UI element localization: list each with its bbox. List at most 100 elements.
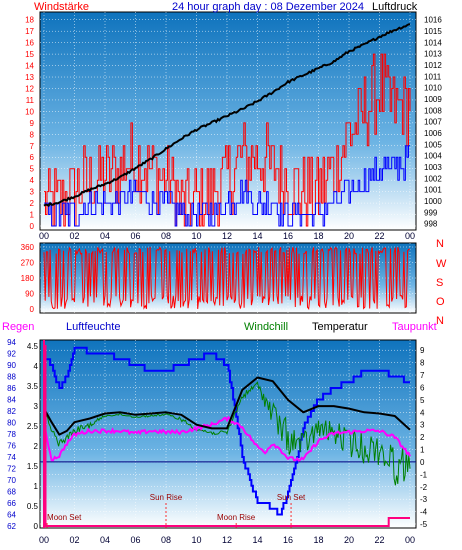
temp-y-tick-label: -3 [420, 495, 428, 504]
temp-x-tick-label: 22 [374, 535, 384, 545]
dewpoint-line [43, 415, 411, 462]
chart-title: 24 hour graph day : 08 Dezember 2024 [172, 1, 364, 13]
annotation-label: Sun Rise [150, 493, 183, 502]
humidity-y-tick-label: 78 [7, 430, 16, 439]
annotation-label: Moon Rise [217, 513, 256, 522]
direction-compass-label: N [436, 238, 444, 250]
humidity-y-tick-label: 80 [7, 419, 16, 428]
rain-y-tick-label: 4.5 [27, 342, 39, 351]
wind-x-tick-label: 12 [222, 231, 232, 241]
humidity-y-tick-label: 88 [7, 373, 16, 382]
pressure-y-tick-label: 1014 [424, 38, 442, 47]
pressure-label: Luftdruck [372, 1, 418, 13]
wind-y-tick-label: 12 [25, 84, 34, 93]
humidity-y-tick-label: 62 [7, 522, 16, 531]
wind-y-tick-label: 17 [25, 27, 34, 36]
wind-y-tick-label: 7 [30, 142, 35, 151]
temp-x-tick-label: 20 [344, 535, 354, 545]
pressure-y-tick-label: 1016 [424, 16, 442, 25]
wind-x-tick-label: 20 [344, 231, 354, 241]
annotation-label: Sun Set [277, 493, 306, 502]
wind-x-tick-label: 14 [252, 231, 262, 241]
direction-y-tick-label: 360 [21, 243, 35, 252]
temp-x-tick-label: 14 [252, 535, 262, 545]
rain-y-tick-label: 3.5 [27, 382, 39, 391]
humidity-y-tick-label: 74 [7, 453, 16, 462]
direction-compass-label: O [436, 296, 445, 308]
humidity-y-tick-label: 72 [7, 465, 16, 474]
pressure-y-tick-label: 1011 [424, 72, 442, 81]
wind-y-tick-label: 8 [30, 130, 35, 139]
pressure-line [43, 23, 411, 207]
temp-y-tick-label: 5 [420, 396, 425, 405]
humidity-y-tick-label: 64 [7, 511, 16, 520]
wind-y-tick-label: 15 [25, 50, 34, 59]
wind-x-tick-label: 00 [405, 231, 415, 241]
temp-y-tick-label: 4 [420, 408, 425, 417]
wind-x-tick-label: 02 [69, 231, 79, 241]
pressure-y-tick-label: 1002 [424, 174, 442, 183]
wind-y-tick-label: 1 [30, 211, 35, 220]
rain-y-tick-label: 0 [34, 522, 39, 531]
humidity-y-tick-label: 94 [7, 338, 16, 347]
dewpoint-label: Taupunkt [392, 321, 437, 333]
wind-gust-line [44, 53, 411, 227]
temp-x-tick-label: 16 [283, 535, 293, 545]
humidity-y-tick-label: 66 [7, 499, 16, 508]
temp-y-tick-label: -4 [420, 508, 428, 517]
wind-x-tick-label: 10 [191, 231, 201, 241]
wind-x-tick-label: 00 [39, 231, 49, 241]
wind-x-tick-label: 18 [313, 231, 323, 241]
wind-y-tick-label: 4 [30, 176, 35, 185]
wind-y-tick-label: 5 [30, 165, 35, 174]
temp-y-tick-label: 6 [420, 383, 425, 392]
pressure-y-tick-label: 1006 [424, 129, 442, 138]
direction-y-tick-label: 0 [30, 305, 35, 314]
temp-y-tick-label: -2 [420, 483, 428, 492]
temp-y-tick-label: -5 [420, 520, 428, 529]
humidity-line [44, 346, 410, 516]
rain-y-tick-label: 0.5 [27, 502, 39, 511]
wind-y-tick-label: 11 [26, 96, 35, 105]
rain-y-tick-label: 1.5 [27, 462, 39, 471]
wind-strength-label: Windstärke [34, 1, 89, 13]
rain-y-tick-label: 2 [34, 442, 39, 451]
wind-y-tick-label: 16 [25, 39, 34, 48]
pressure-y-tick-label: 1001 [424, 186, 442, 195]
pressure-y-tick-label: 1015 [424, 27, 442, 36]
temp-x-tick-label: 18 [313, 535, 323, 545]
wind-y-tick-label: 13 [25, 73, 34, 82]
windchill-label: Windchill [244, 321, 288, 333]
temp-x-tick-label: 06 [130, 535, 140, 545]
pressure-y-tick-label: 1008 [424, 106, 442, 115]
pressure-y-tick-label: 999 [424, 208, 438, 217]
direction-y-tick-label: 90 [25, 290, 34, 299]
temp-x-tick-label: 00 [39, 535, 49, 545]
pressure-y-tick-label: 1007 [424, 118, 442, 127]
rain-y-tick-label: 2.5 [27, 422, 39, 431]
humidity-y-tick-label: 68 [7, 488, 16, 497]
tick-labels: 0123456789101112131415161718998999100010… [7, 16, 447, 545]
temp-y-tick-label: 8 [420, 359, 425, 368]
temp-x-tick-label: 04 [100, 535, 110, 545]
pressure-y-tick-label: 1010 [424, 84, 442, 93]
direction-compass-label: N [436, 315, 444, 327]
direction-y-tick-label: 180 [21, 274, 35, 283]
annotation-label: Moon Set [47, 513, 82, 522]
temp-y-tick-label: 7 [420, 371, 425, 380]
wind-y-tick-label: 3 [30, 188, 35, 197]
humidity-y-tick-label: 82 [7, 407, 16, 416]
pressure-y-tick-label: 1009 [424, 95, 442, 104]
wind-x-tick-label: 06 [130, 231, 140, 241]
wind-x-tick-label: 16 [283, 231, 293, 241]
temp-y-tick-label: 9 [420, 346, 425, 355]
wind-y-tick-label: 0 [30, 222, 35, 231]
temp-x-tick-label: 00 [405, 535, 415, 545]
wind-x-tick-label: 08 [161, 231, 171, 241]
chart-marks [40, 23, 416, 528]
wind-mean-line [44, 145, 410, 227]
rain-y-tick-label: 3 [34, 402, 39, 411]
wind-y-tick-label: 2 [30, 199, 35, 208]
wind-x-tick-label: 04 [100, 231, 110, 241]
